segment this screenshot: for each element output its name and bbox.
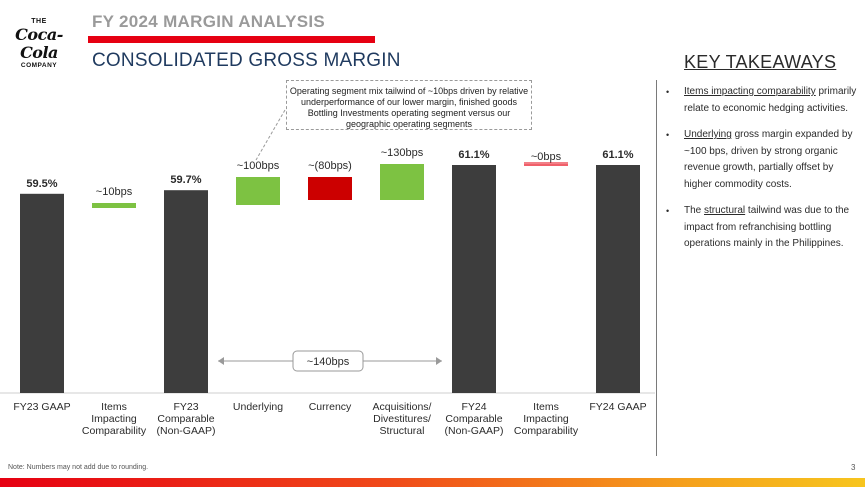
waterfall-bar-total — [596, 165, 640, 393]
category-tick-label: FY24 GAAP — [589, 401, 646, 413]
gross-margin-waterfall-chart: 59.5%FY23 GAAP~10bpsItemsImpactingCompar… — [0, 109, 655, 437]
category-tick-label: Divestitures/ — [373, 413, 431, 425]
footer-gradient-bar — [0, 478, 865, 487]
bullet-icon: • — [666, 87, 670, 97]
data-label: ~0bps — [531, 151, 562, 163]
takeaway-item: • The structural tailwind was due to the… — [666, 203, 862, 253]
key-takeaways-title: KEY TAKEAWAYS — [684, 52, 837, 72]
data-label: 61.1% — [602, 149, 633, 161]
category-tick-label: (Non-GAAP) — [445, 425, 504, 437]
waterfall-bar-increase — [380, 164, 424, 200]
data-label: 59.7% — [170, 174, 201, 186]
bullet-icon: • — [666, 206, 670, 216]
data-label: ~(80bps) — [308, 160, 352, 172]
bullet-icon: • — [666, 130, 670, 140]
category-tick-label: Comparability — [82, 425, 147, 437]
category-tick-label: FY24 — [461, 401, 486, 413]
waterfall-bar-total — [164, 190, 208, 393]
takeaways-list: • Items impacting comparability primaril… — [666, 84, 862, 263]
bracket-label-box — [292, 350, 364, 372]
category-tick-label: Structural — [380, 425, 425, 437]
bracket-arrow-left — [218, 357, 224, 365]
page-title: CONSOLIDATED GROSS MARGIN — [92, 50, 401, 71]
bracket-label: ~140bps — [307, 356, 350, 368]
data-label: ~10bps — [96, 186, 133, 198]
data-label: ~100bps — [237, 160, 280, 172]
takeaway-text: primarily relate to economic hedging act… — [684, 86, 857, 114]
category-tick-label: Items — [101, 401, 127, 413]
takeaway-item: • Underlying gross margin expanded by ~1… — [666, 127, 862, 193]
takeaway-item: • Items impacting comparability primaril… — [666, 84, 862, 117]
takeaway-keyword: structural — [704, 205, 746, 216]
vertical-divider — [656, 80, 657, 456]
data-label: ~130bps — [381, 147, 424, 159]
category-tick-label: FY23 GAAP — [13, 401, 70, 413]
takeaway-keyword: Underlying — [684, 129, 732, 140]
category-tick-label: Comparable — [157, 413, 214, 425]
data-label: 61.1% — [458, 149, 489, 161]
waterfall-bar-increase — [92, 203, 136, 208]
waterfall-bar-total — [452, 165, 496, 393]
logo-wordmark: Coca-Cola — [15, 25, 63, 62]
category-tick-label: Underlying — [233, 401, 283, 413]
bracket-arrow-right — [436, 357, 442, 365]
takeaway-lead: The — [684, 205, 705, 216]
segment-mix-callout: Operating segment mix tailwind of ~10bps… — [286, 80, 532, 130]
category-tick-label: Items — [533, 401, 559, 413]
waterfall-bar-total — [20, 193, 64, 393]
category-tick-label: Currency — [309, 401, 352, 413]
category-tick-label: Impacting — [91, 413, 137, 425]
takeaway-keyword: Items impacting comparability — [684, 86, 816, 97]
page-kicker: FY 2024 MARGIN ANALYSIS — [92, 12, 326, 31]
category-tick-label: Impacting — [523, 413, 569, 425]
company-logo: THE Coca-Cola COMPANY — [8, 18, 70, 69]
data-label: 59.5% — [26, 178, 57, 190]
title-accent-bar — [88, 36, 375, 43]
logo-line-the: THE — [31, 18, 47, 25]
waterfall-bar-decrease — [308, 177, 352, 200]
callout-connector — [255, 109, 286, 161]
category-tick-label: FY23 — [173, 401, 198, 413]
category-tick-label: Comparability — [514, 425, 579, 437]
page-number: 3 — [851, 463, 856, 472]
waterfall-bar-increase — [236, 177, 280, 205]
category-tick-label: (Non-GAAP) — [157, 425, 216, 437]
logo-line-company: COMPANY — [20, 62, 58, 69]
category-tick-label: Acquisitions/ — [373, 401, 432, 413]
footnote: Note: Numbers may not add due to roundin… — [8, 464, 149, 471]
takeaway-text: gross margin expanded by ~100 bps, drive… — [684, 129, 853, 190]
takeaway-text: tailwind was due to the impact from refr… — [684, 205, 850, 249]
category-tick-label: Comparable — [445, 413, 502, 425]
